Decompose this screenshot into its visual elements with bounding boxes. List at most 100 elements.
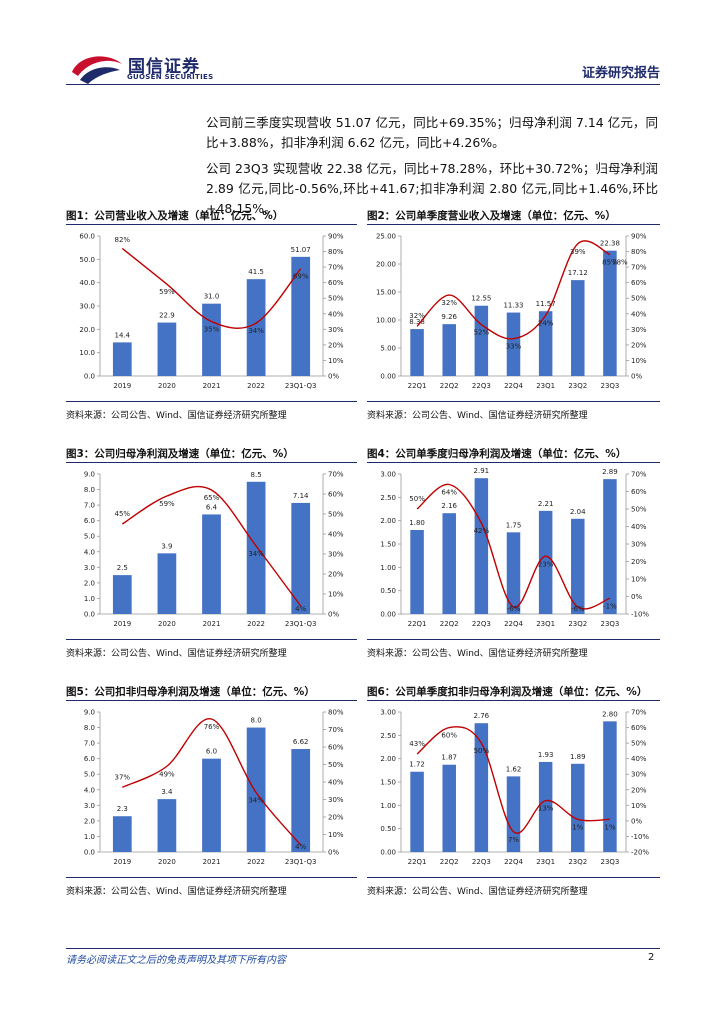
bar — [246, 279, 266, 376]
left-tick-label: 4.0 — [84, 548, 95, 556]
bar-label: 14.4 — [115, 331, 131, 339]
bar-label: 41.5 — [248, 268, 264, 276]
right-tick-label: 10% — [328, 591, 344, 599]
figure-6-source: 资料来源：公司公告、Wind、国信证券经济研究所整理 — [367, 887, 588, 897]
left-tick-label: 50.0 — [79, 256, 95, 264]
line-label: 39% — [570, 248, 586, 256]
left-tick-label: 2.50 — [380, 494, 396, 502]
bar — [410, 329, 424, 376]
left-tick-label: 5.00 — [380, 345, 396, 353]
figure-4-source: 资料来源：公司公告、Wind、国信证券经济研究所整理 — [367, 649, 588, 659]
right-tick-label: 20% — [328, 814, 344, 822]
bar — [506, 532, 521, 614]
right-tick-label: 60% — [631, 724, 647, 732]
right-tick-label: 60% — [631, 488, 647, 496]
category-label: 23Q1-Q3 — [285, 620, 317, 628]
right-tick-label: 20% — [328, 341, 344, 349]
figure-1-bottom-rule — [66, 401, 357, 402]
right-tick-label: 50% — [328, 761, 344, 769]
right-tick-label: 60% — [328, 491, 344, 499]
bar-label: 3.4 — [161, 788, 173, 796]
line-label: 1% — [572, 823, 583, 831]
right-tick-label: -20% — [631, 849, 649, 857]
left-tick-label: 3.0 — [84, 564, 95, 572]
line-label: 45% — [115, 510, 131, 518]
right-tick-label: 20% — [631, 786, 647, 794]
right-tick-label: 30% — [328, 796, 344, 804]
right-tick-label: 0% — [328, 373, 339, 381]
line-label: 65% — [204, 494, 220, 502]
left-tick-label: 4.0 — [84, 786, 95, 794]
figure-3-bottom-rule — [66, 639, 357, 640]
left-tick-label: 0.50 — [380, 587, 396, 595]
right-tick-label: 20% — [328, 571, 344, 579]
right-tick-label: 0% — [631, 373, 642, 381]
growth-line — [416, 726, 610, 835]
right-tick-label: 40% — [631, 523, 647, 531]
category-label: 2019 — [113, 620, 131, 628]
growth-line — [416, 240, 611, 340]
right-tick-label: 60% — [328, 744, 344, 752]
left-tick-label: 0.0 — [84, 373, 95, 381]
bar-label: 2.5 — [117, 564, 128, 572]
left-tick-label: 2.00 — [380, 755, 396, 763]
bar — [410, 530, 424, 614]
bar — [112, 575, 132, 614]
bar — [506, 312, 521, 376]
page-header: 国信证券 GUOSEN SECURITIES 证券研究报告 — [0, 0, 724, 86]
category-label: 2022 — [247, 620, 265, 628]
figure-6-top-rule — [367, 700, 660, 701]
figure-1-title: 图1：公司营业收入及增速（单位：亿元、%） — [66, 210, 284, 222]
left-tick-label: 0.0 — [84, 849, 95, 857]
category-label: 22Q4 — [504, 858, 523, 866]
bar-label: 12.55 — [471, 295, 491, 303]
line-label: 32% — [441, 299, 457, 307]
left-tick-label: 3.0 — [84, 802, 95, 810]
category-label: 23Q1-Q3 — [285, 382, 317, 390]
bar-label: 2.89 — [602, 468, 618, 476]
bar-label: 1.93 — [538, 751, 554, 759]
bar — [603, 721, 617, 852]
bar — [442, 324, 456, 376]
category-label: 22Q2 — [440, 620, 459, 628]
bar-label: 6.4 — [206, 503, 218, 511]
bar-label: 2.04 — [570, 508, 586, 516]
figure-3-source: 资料来源：公司公告、Wind、国信证券经济研究所整理 — [66, 649, 287, 659]
category-label: 22Q2 — [440, 382, 459, 390]
left-tick-label: 8.0 — [84, 486, 95, 494]
category-label: 23Q3 — [600, 858, 619, 866]
left-tick-label: 2.50 — [380, 732, 396, 740]
left-tick-label: 60.0 — [79, 233, 95, 241]
line-label: 76% — [204, 723, 220, 731]
category-label: 22Q3 — [472, 858, 491, 866]
figure-1-source: 资料来源：公司公告、Wind、国信证券经济研究所整理 — [66, 411, 287, 421]
right-tick-label: 70% — [328, 471, 344, 479]
bar-label: 6.0 — [206, 748, 217, 756]
left-tick-label: 9.0 — [84, 709, 95, 717]
left-tick-label: 40.0 — [79, 279, 95, 287]
figure-2-title: 图2：公司单季度营业收入及增速（单位：亿元、%） — [367, 210, 616, 222]
category-label: 23Q1 — [536, 382, 555, 390]
category-label: 2020 — [158, 858, 176, 866]
figure-5-source: 资料来源：公司公告、Wind、国信证券经济研究所整理 — [66, 887, 287, 897]
logo-company-en: GUOSEN SECURITIES — [127, 73, 214, 81]
right-tick-label: 30% — [631, 771, 647, 779]
figure-3-title: 图3：公司归母净利润及增速（单位：亿元、%） — [66, 448, 294, 460]
header-divider — [66, 84, 660, 85]
line-label: 69% — [293, 273, 309, 281]
category-label: 22Q1 — [408, 858, 427, 866]
right-tick-label: 40% — [328, 531, 344, 539]
line-label: 23% — [538, 560, 554, 568]
left-tick-label: 2.00 — [380, 517, 396, 525]
bar — [410, 771, 424, 852]
bar — [442, 513, 456, 614]
bar-label: 51.07 — [291, 246, 311, 254]
bar-label: 2.21 — [538, 500, 554, 508]
bar-label: 1.80 — [409, 519, 425, 527]
right-tick-label: 10% — [328, 357, 344, 365]
bar-label: 17.12 — [568, 269, 588, 277]
left-tick-label: 6.0 — [84, 755, 95, 763]
category-label: 2021 — [203, 858, 221, 866]
right-tick-label: -10% — [631, 611, 649, 619]
figure-4-top-rule — [367, 462, 660, 463]
